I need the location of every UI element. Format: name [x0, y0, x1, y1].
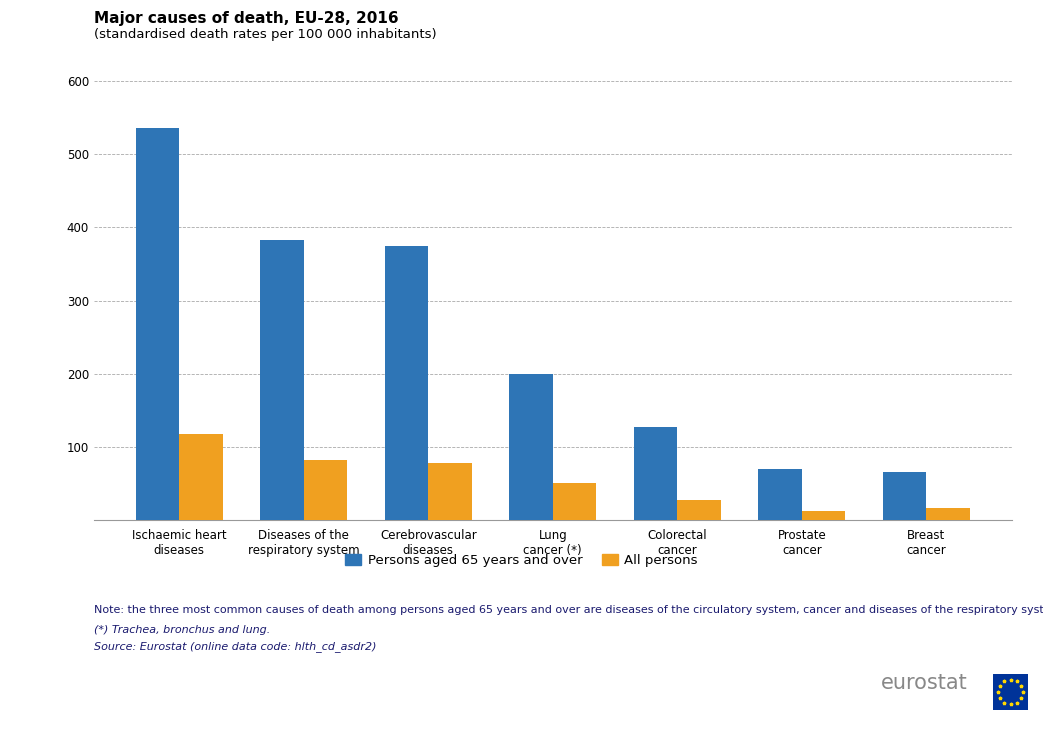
Text: Source: Eurostat (online data code: hlth_cd_asdr2): Source: Eurostat (online data code: hlth…: [94, 641, 377, 652]
Bar: [260, 240, 304, 520]
Text: eurostat: eurostat: [881, 673, 968, 693]
Bar: [385, 246, 429, 520]
Bar: [882, 472, 926, 520]
Bar: [509, 374, 553, 520]
Text: Major causes of death, EU-28, 2016: Major causes of death, EU-28, 2016: [94, 11, 398, 26]
Bar: [802, 511, 846, 520]
Bar: [634, 427, 677, 520]
Bar: [429, 463, 471, 520]
Bar: [677, 500, 721, 520]
Bar: [926, 508, 970, 520]
Text: Note: the three most common causes of death among persons aged 65 years and over: Note: the three most common causes of de…: [94, 605, 1043, 615]
Bar: [304, 460, 347, 520]
Bar: [179, 434, 223, 520]
Bar: [136, 128, 179, 520]
Bar: [553, 483, 597, 520]
Text: (standardised death rates per 100 000 inhabitants): (standardised death rates per 100 000 in…: [94, 28, 436, 41]
Legend: Persons aged 65 years and over, All persons: Persons aged 65 years and over, All pers…: [340, 549, 703, 572]
Text: (*) Trachea, bronchus and lung.: (*) Trachea, bronchus and lung.: [94, 625, 270, 635]
Bar: [758, 469, 802, 520]
